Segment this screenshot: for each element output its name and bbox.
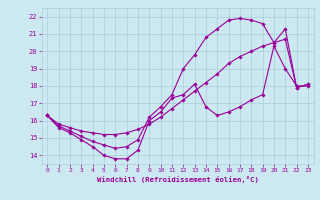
X-axis label: Windchill (Refroidissement éolien,°C): Windchill (Refroidissement éolien,°C): [97, 176, 259, 183]
